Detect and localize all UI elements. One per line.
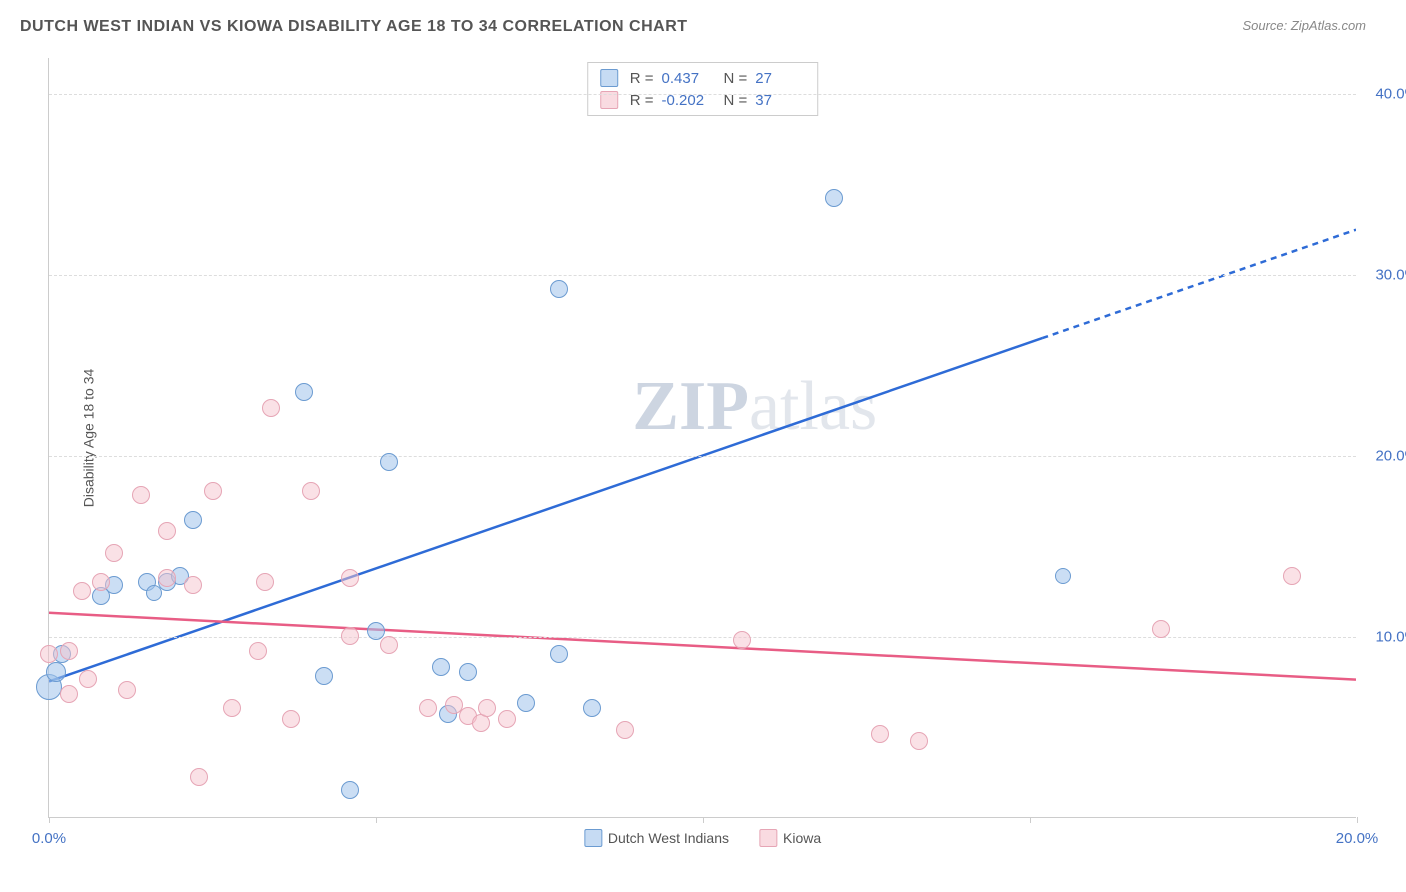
gridline (49, 275, 1356, 276)
scatter-point (184, 511, 202, 529)
scatter-point (341, 781, 359, 799)
scatter-point (158, 522, 176, 540)
watermark: ZIPatlas (632, 367, 877, 447)
gridline (49, 94, 1356, 95)
legend-swatch (600, 69, 618, 87)
x-tick (1357, 817, 1358, 823)
scatter-point (616, 721, 634, 739)
scatter-point (459, 663, 477, 681)
y-tick-label: 20.0% (1375, 448, 1406, 465)
y-tick-label: 10.0% (1375, 629, 1406, 646)
scatter-point (184, 576, 202, 594)
scatter-point (419, 699, 437, 717)
legend-row: R =-0.202N =37 (600, 89, 806, 111)
scatter-point (79, 670, 97, 688)
stat-label: R = (630, 70, 654, 87)
series-legend: Dutch West Indians Kiowa (584, 829, 821, 847)
scatter-point (204, 482, 222, 500)
scatter-point (380, 453, 398, 471)
y-tick-label: 40.0% (1375, 86, 1406, 103)
chart-title: DUTCH WEST INDIAN VS KIOWA DISABILITY AG… (20, 18, 688, 36)
scatter-point (550, 645, 568, 663)
x-tick (376, 817, 377, 823)
trend-line-extrapolated (1042, 230, 1356, 338)
correlation-legend: R = 0.437 N = 27 R =-0.202N =37 (587, 62, 819, 116)
legend-swatch (584, 829, 602, 847)
scatter-point (341, 569, 359, 587)
x-tick (49, 817, 50, 823)
scatter-point (517, 694, 535, 712)
stat-n-value: 27 (755, 70, 805, 87)
scatter-point (223, 699, 241, 717)
scatter-point (825, 189, 843, 207)
x-tick-label: 0.0% (32, 830, 66, 847)
scatter-point (910, 732, 928, 750)
scatter-point (40, 645, 58, 663)
y-axis-label: Disability Age 18 to 34 (80, 368, 96, 507)
scatter-point (256, 573, 274, 591)
legend-swatch (759, 829, 777, 847)
trend-lines-svg (49, 58, 1356, 817)
scatter-point (158, 569, 176, 587)
scatter-point (550, 280, 568, 298)
stat-label: N = (724, 70, 748, 87)
y-tick-label: 30.0% (1375, 267, 1406, 284)
legend-item: Dutch West Indians (584, 829, 729, 847)
scatter-point (282, 710, 300, 728)
scatter-point (341, 627, 359, 645)
scatter-point (367, 622, 385, 640)
scatter-point (60, 642, 78, 660)
x-tick-label: 20.0% (1336, 830, 1379, 847)
scatter-point (733, 631, 751, 649)
scatter-point (478, 699, 496, 717)
scatter-point (302, 482, 320, 500)
scatter-point (92, 573, 110, 591)
scatter-point (249, 642, 267, 660)
scatter-point (295, 383, 313, 401)
scatter-point (60, 685, 78, 703)
scatter-point (1152, 620, 1170, 638)
scatter-point (583, 699, 601, 717)
scatter-point (1283, 567, 1301, 585)
trend-line (49, 338, 1042, 681)
stat-r-value: 0.437 (662, 70, 712, 87)
legend-label: Kiowa (783, 830, 821, 846)
scatter-point (380, 636, 398, 654)
scatter-point (498, 710, 516, 728)
scatter-point (73, 582, 91, 600)
legend-label: Dutch West Indians (608, 830, 729, 846)
gridline (49, 456, 1356, 457)
scatter-point (315, 667, 333, 685)
scatter-point (105, 544, 123, 562)
source-attribution: Source: ZipAtlas.com (1242, 18, 1366, 33)
legend-item: Kiowa (759, 829, 821, 847)
legend-row: R = 0.437 N = 27 (600, 67, 806, 89)
scatter-point (132, 486, 150, 504)
x-tick (703, 817, 704, 823)
scatter-point (46, 662, 66, 682)
plot-area: Disability Age 18 to 34 ZIPatlas R = 0.43… (48, 58, 1356, 818)
scatter-point (118, 681, 136, 699)
scatter-point (190, 768, 208, 786)
x-tick (1030, 817, 1031, 823)
scatter-point (871, 725, 889, 743)
scatter-point (432, 658, 450, 676)
scatter-point (1055, 568, 1071, 584)
scatter-point (262, 399, 280, 417)
